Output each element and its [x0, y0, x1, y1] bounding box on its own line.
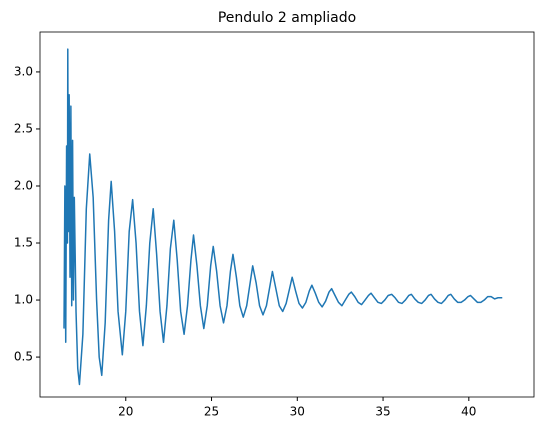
y-tick-label: 2.0 [14, 178, 33, 192]
x-tick-label: 30 [290, 405, 305, 419]
x-tick-label: 40 [461, 405, 476, 419]
line-series [63, 48, 503, 386]
x-tick-label: 35 [375, 405, 390, 419]
y-tick-label: 3.0 [14, 64, 33, 78]
y-tick-label: 1.5 [14, 236, 33, 250]
chart-title: Pendulo 2 ampliado [218, 10, 356, 26]
y-tick-label: 2.5 [14, 121, 33, 135]
y-tick-label: 1.0 [14, 293, 33, 307]
y-tick-label: 0.5 [14, 350, 33, 364]
x-tick-label: 20 [118, 405, 133, 419]
x-tick-label: 25 [204, 405, 219, 419]
axes-frame [39, 31, 535, 398]
